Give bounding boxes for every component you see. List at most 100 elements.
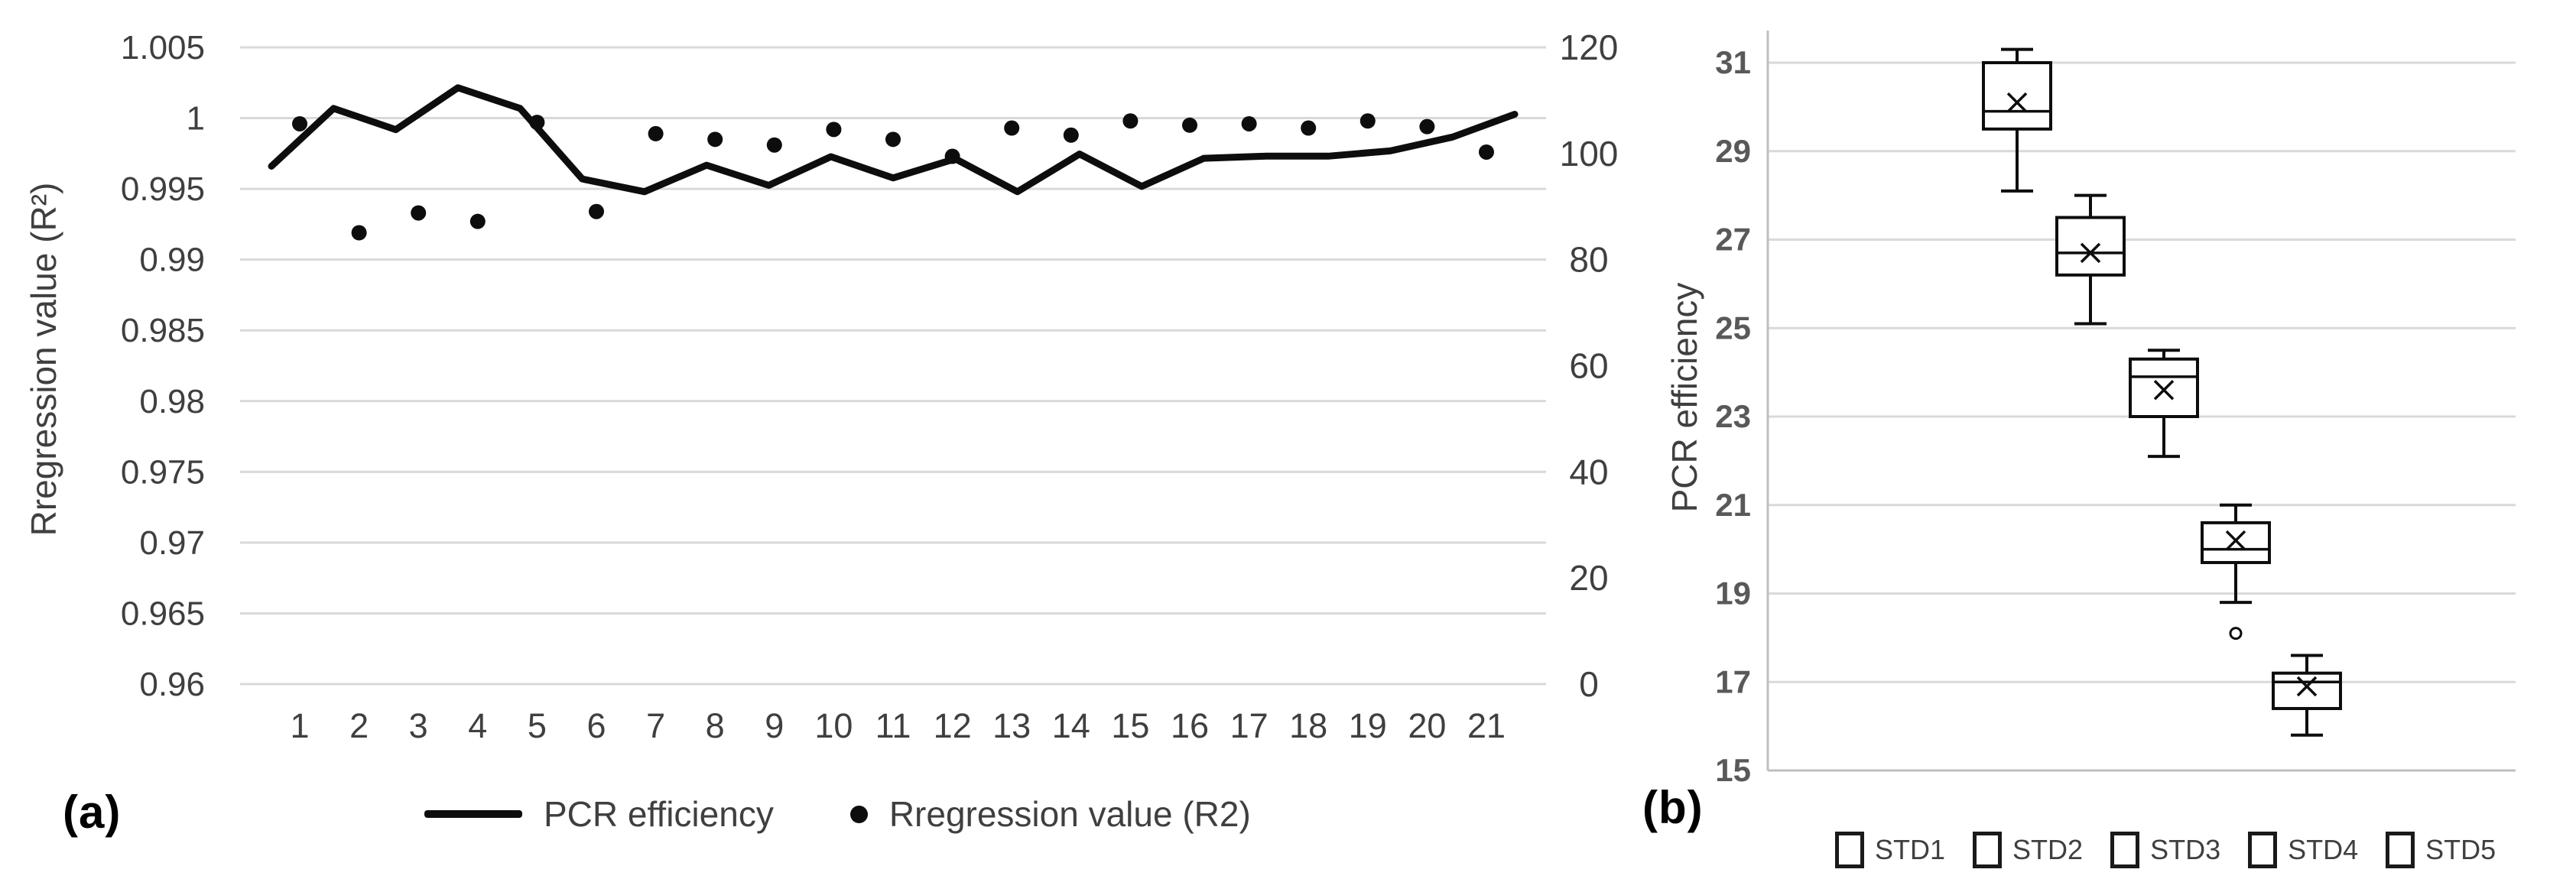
chart-b-y-axis-title: PCR efficiency <box>1665 282 1704 513</box>
a-x-tick-label: 11 <box>875 706 911 745</box>
a-x-tick-label: 21 <box>1467 706 1506 745</box>
a-x-tick-label: 12 <box>934 706 972 745</box>
r2-dot <box>351 225 367 241</box>
chart-a-y-axis-title: Rregression value (R²) <box>24 182 63 537</box>
r2-dot <box>766 137 782 153</box>
r2-dot <box>1301 120 1317 136</box>
r2-dot <box>1419 118 1435 135</box>
box-STD2 <box>2055 216 2126 277</box>
a-left-tick-label: 0.985 <box>121 312 205 349</box>
r2-dot <box>826 122 842 138</box>
a-x-tick-label: 15 <box>1111 706 1149 745</box>
r2-dot <box>1182 117 1197 133</box>
mean-x-STD1 <box>2006 92 2028 113</box>
a-left-tick-label: 0.98 <box>139 383 205 420</box>
r2-dot <box>529 115 545 131</box>
legend-item-std1: STD1 <box>1835 832 1945 868</box>
box-swatch-icon <box>1835 832 1864 868</box>
r2-dot <box>292 115 307 131</box>
r2-dot <box>648 125 664 141</box>
a-x-tick-label: 8 <box>706 706 725 745</box>
panel-label-b: (b) <box>1642 782 1704 833</box>
a-right-tick-label: 80 <box>1569 240 1608 280</box>
a-x-tick-label: 20 <box>1408 706 1446 745</box>
a-x-tick-label: 7 <box>646 706 665 745</box>
box-swatch-icon <box>1973 832 2003 868</box>
legend-label-regression-value: Rregression value (R2) <box>888 794 1251 834</box>
box-swatch-icon <box>2248 832 2278 868</box>
outlier-STD4 <box>2229 627 2243 641</box>
b-y-tick-label: 31 <box>1715 44 1751 80</box>
a-right-tick-label: 20 <box>1569 558 1608 598</box>
box-swatch-icon <box>2110 832 2140 868</box>
a-left-tick-label: 0.995 <box>121 170 205 208</box>
legend-item-std3: STD3 <box>2110 832 2220 868</box>
a-x-tick-label: 9 <box>765 706 784 745</box>
a-left-tick-label: 0.97 <box>139 524 205 562</box>
a-left-tick-label: 0.965 <box>121 595 205 632</box>
legend-label: STD3 <box>2150 834 2221 865</box>
r2-dot <box>1004 120 1020 136</box>
box-STD1 <box>1982 61 2052 131</box>
a-right-tick-label: 120 <box>1560 28 1619 67</box>
box-STD4 <box>2201 521 2271 564</box>
mean-x-STD4 <box>2225 530 2246 551</box>
r2-dot <box>1241 115 1257 131</box>
a-right-tick-label: 0 <box>1579 664 1599 704</box>
a-x-tick-label: 6 <box>586 706 606 745</box>
a-x-tick-label: 14 <box>1052 706 1090 745</box>
mean-x-STD2 <box>2080 242 2101 264</box>
a-x-tick-label: 4 <box>468 706 487 745</box>
b-y-tick-label: 21 <box>1715 487 1751 523</box>
legend-label: STD1 <box>1875 834 1946 865</box>
legend-item-std4: STD4 <box>2248 832 2358 868</box>
r2-dot <box>1359 113 1376 129</box>
r2-dot <box>707 131 723 148</box>
regression-dot-swatch-icon <box>849 805 868 823</box>
box-swatch-icon <box>2386 832 2415 868</box>
a-x-tick-label: 2 <box>349 706 369 745</box>
panel-label-a: (a) <box>63 787 122 838</box>
b-y-tick-label: 27 <box>1715 222 1751 258</box>
box-STD5 <box>2272 671 2342 710</box>
mean-x-STD3 <box>2153 380 2175 401</box>
a-left-tick-label: 0.96 <box>139 666 205 703</box>
r2-dot <box>589 203 604 219</box>
a-right-tick-label: 60 <box>1569 346 1608 386</box>
mean-x-STD5 <box>2296 676 2318 697</box>
legend-item-std5: STD5 <box>2386 832 2496 868</box>
a-x-tick-label: 19 <box>1349 706 1387 745</box>
r2-dot <box>1479 144 1494 160</box>
a-left-tick-label: 0.99 <box>139 242 205 279</box>
chart-a-legend: PCR efficiency Rregression value (R2) <box>424 787 1259 841</box>
a-x-tick-label: 10 <box>814 706 853 745</box>
r2-dot <box>885 131 901 148</box>
box-STD3 <box>2129 357 2199 419</box>
a-left-tick-label: 1.005 <box>121 29 205 66</box>
b-y-tick-label: 19 <box>1715 576 1751 611</box>
legend-item-std2: STD2 <box>1973 832 2083 868</box>
r2-dot <box>1063 127 1079 143</box>
a-x-tick-label: 17 <box>1230 706 1269 745</box>
a-left-tick-label: 1 <box>187 100 205 138</box>
a-x-tick-label: 13 <box>992 706 1031 745</box>
legend-label: STD4 <box>2288 834 2359 865</box>
a-right-tick-label: 100 <box>1560 134 1619 174</box>
r2-dot <box>411 205 427 221</box>
pcr-efficiency-line-swatch-icon <box>424 810 522 818</box>
a-x-tick-label: 3 <box>409 706 428 745</box>
b-y-tick-label: 15 <box>1715 752 1751 788</box>
r2-dot <box>1122 113 1139 129</box>
b-y-tick-label: 17 <box>1715 663 1751 699</box>
b-y-tick-label: 25 <box>1715 310 1751 345</box>
legend-label-pcr-efficiency: PCR efficiency <box>544 794 774 834</box>
r2-dot <box>469 213 486 229</box>
legend-label: STD5 <box>2425 834 2496 865</box>
a-left-tick-label: 0.975 <box>121 453 205 491</box>
a-right-tick-label: 40 <box>1569 452 1608 491</box>
a-x-tick-label: 5 <box>528 706 547 745</box>
r2-dot <box>944 148 960 164</box>
pcr-efficiency-line <box>268 84 1519 196</box>
